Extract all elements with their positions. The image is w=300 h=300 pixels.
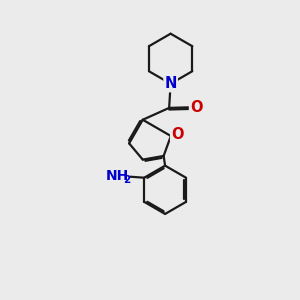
Text: 2: 2 — [124, 175, 131, 185]
Text: N: N — [164, 76, 177, 91]
Text: O: O — [190, 100, 203, 115]
Text: NH: NH — [106, 169, 129, 183]
Text: O: O — [171, 127, 184, 142]
